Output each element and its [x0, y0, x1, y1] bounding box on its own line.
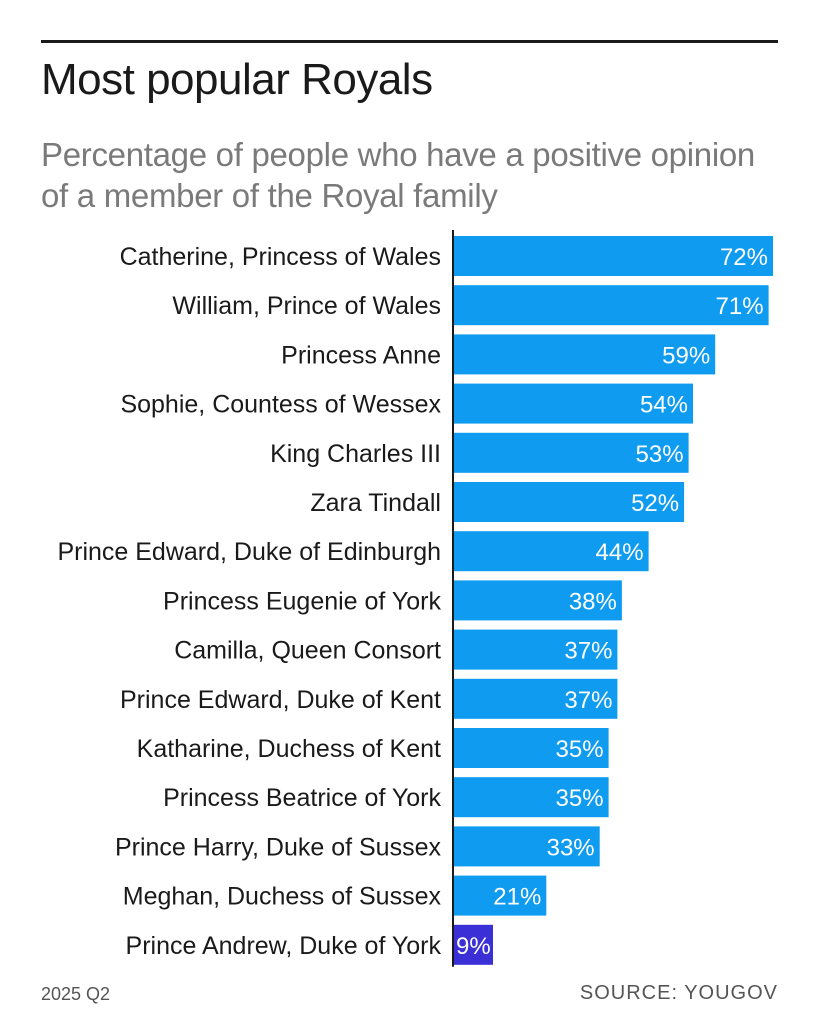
category-label-12: Princess Beatrice of York: [163, 784, 441, 812]
category-label-3: Princess Anne: [281, 341, 441, 369]
chart-source: SOURCE: YOUGOV: [579, 982, 778, 1004]
category-label-4: Sophie, Countess of Wessex: [120, 391, 441, 419]
value-label-15: 9%: [456, 933, 491, 960]
value-label-1: 72%: [720, 244, 768, 271]
bar-10: [453, 678, 618, 719]
value-label-12: 35%: [556, 785, 604, 812]
chart-date: 2025 Q2: [41, 984, 111, 1004]
bar-6: [453, 482, 685, 522]
category-label-2: William, Prince of Wales: [172, 292, 441, 320]
value-label-5: 53%: [636, 441, 684, 468]
bar-8: [453, 580, 622, 621]
value-label-9: 37%: [564, 638, 612, 665]
bar-11: [453, 728, 609, 768]
category-label-6: Zara Tindall: [310, 489, 441, 517]
bar-2: [453, 285, 769, 326]
value-label-3: 59%: [662, 342, 710, 369]
category-label-10: Prince Edward, Duke of Kent: [120, 686, 441, 714]
bar-7: [453, 531, 649, 572]
chart-subtitle: Percentage of people who have a positive…: [41, 136, 755, 214]
value-label-13: 33%: [547, 834, 595, 861]
category-label-9: Camilla, Queen Consort: [174, 637, 441, 665]
category-label-8: Princess Eugenie of York: [163, 587, 441, 615]
value-label-14: 21%: [493, 884, 541, 911]
bar-3: [453, 334, 716, 375]
bar-5: [453, 432, 689, 473]
value-label-6: 52%: [631, 490, 679, 517]
category-label-14: Meghan, Duchess of Sussex: [123, 883, 442, 911]
value-label-8: 38%: [569, 588, 617, 615]
category-label-15: Prince Andrew, Duke of York: [126, 932, 442, 960]
top-rule: [41, 40, 778, 43]
category-label-11: Katharine, Duchess of Kent: [137, 735, 441, 763]
value-label-2: 71%: [716, 293, 764, 320]
category-label-5: King Charles III: [270, 440, 441, 468]
bar-13: [453, 826, 600, 867]
bar-1: [453, 236, 773, 276]
bar-14: [453, 875, 547, 916]
bar-12: [453, 777, 609, 818]
category-label-1: Catherine, Princess of Wales: [120, 243, 441, 271]
category-label-13: Prince Harry, Duke of Sussex: [115, 833, 442, 861]
bar-9: [453, 629, 618, 670]
category-label-7: Prince Edward, Duke of Edinburgh: [57, 538, 441, 566]
value-label-4: 54%: [640, 392, 688, 419]
value-label-10: 37%: [564, 687, 612, 714]
value-label-11: 35%: [556, 736, 604, 763]
bar-chart: Catherine, Princess of Wales 72% William, …: [57, 230, 773, 967]
chart-title: Most popular Royals: [41, 55, 433, 104]
bar-4: [453, 383, 693, 424]
bar-15: [453, 924, 493, 965]
value-label-7: 44%: [596, 539, 644, 566]
